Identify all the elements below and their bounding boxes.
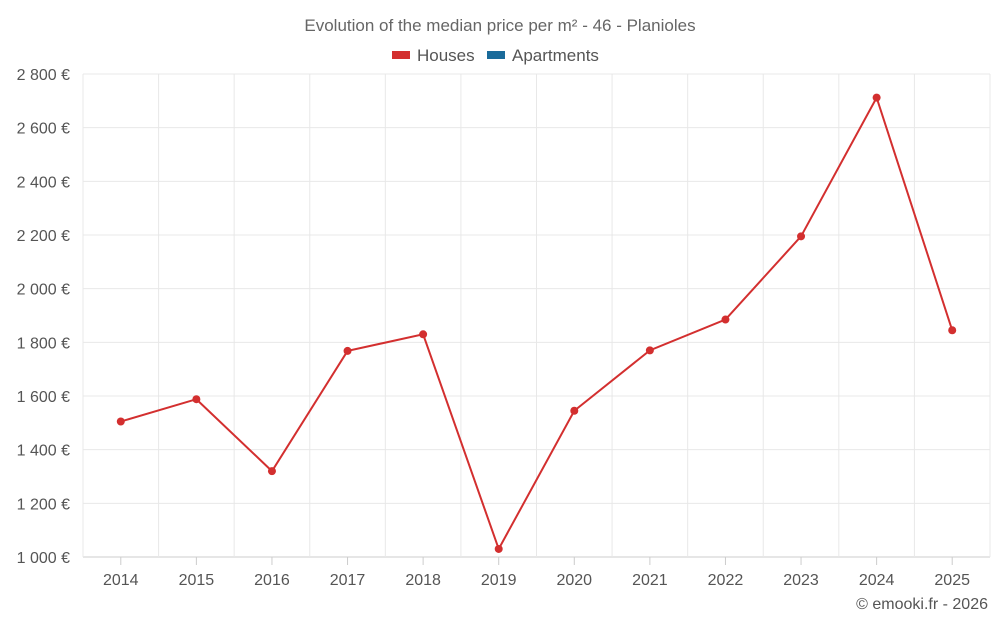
- y-tick-label: 1 800 €: [17, 335, 70, 352]
- y-axis-labels: 1 000 € 1 200 € 1 400 € 1 600 € 1 800 € 2 000…: [17, 67, 70, 567]
- legend-item-houses[interactable]: Houses: [392, 46, 475, 65]
- data-point-houses-2020[interactable]: [570, 406, 579, 415]
- x-tick-label: 2018: [405, 572, 441, 589]
- x-tick-label: 2022: [708, 572, 744, 589]
- legend: Houses Apartments: [392, 46, 599, 65]
- y-tick-label: 2 400 €: [17, 174, 70, 191]
- y-tick-label: 1 200 €: [17, 496, 70, 513]
- x-tick-label: 2023: [783, 572, 819, 589]
- y-tick-label: 2 600 €: [17, 121, 70, 138]
- series-line-houses: [120, 95, 954, 552]
- x-tick-label: 2019: [481, 572, 517, 589]
- x-axis-labels: 2014 2015 2016 2017 2018 2019 2020 2021 2022 2023…: [103, 557, 970, 589]
- y-tick-label: 2 800 €: [17, 67, 70, 84]
- x-tick-label: 2024: [859, 572, 895, 589]
- data-point-houses-2025[interactable]: [948, 326, 957, 335]
- data-point-houses-2019[interactable]: [494, 544, 503, 553]
- data-point-houses-2023[interactable]: [797, 232, 806, 241]
- data-point-houses-2016[interactable]: [267, 467, 276, 476]
- y-tick-label: 1 000 €: [17, 550, 70, 567]
- legend-label-apartments: Apartments: [512, 46, 599, 65]
- series-houses: [116, 93, 957, 553]
- grid: [82, 73, 991, 558]
- legend-swatch-houses: [392, 51, 410, 59]
- data-point-houses-2017[interactable]: [343, 346, 352, 355]
- data-point-houses-2022[interactable]: [721, 315, 730, 324]
- data-point-houses-2021[interactable]: [645, 346, 654, 355]
- x-tick-label: 2021: [632, 572, 668, 589]
- legend-swatch-apartments: [487, 51, 505, 59]
- y-tick-label: 1 600 €: [17, 389, 70, 406]
- y-tick-label: 2 000 €: [17, 282, 70, 299]
- x-tick-label: 2025: [934, 572, 970, 589]
- y-tick-label: 2 200 €: [17, 228, 70, 245]
- x-tick-label: 2015: [179, 572, 215, 589]
- legend-label-houses: Houses: [417, 46, 475, 65]
- credit-text: © emooki.fr - 2026: [856, 596, 988, 613]
- legend-item-apartments[interactable]: Apartments: [487, 46, 599, 65]
- x-tick-label: 2017: [330, 572, 366, 589]
- x-tick-label: 2014: [103, 572, 139, 589]
- data-point-houses-2024[interactable]: [872, 93, 881, 102]
- x-tick-label: 2020: [556, 572, 592, 589]
- chart-title: Evolution of the median price per m² - 4…: [304, 16, 695, 35]
- data-point-houses-2014[interactable]: [116, 417, 125, 426]
- data-point-houses-2015[interactable]: [192, 395, 201, 404]
- x-tick-label: 2016: [254, 572, 290, 589]
- y-tick-label: 1 400 €: [17, 443, 70, 460]
- data-point-houses-2018[interactable]: [419, 330, 428, 339]
